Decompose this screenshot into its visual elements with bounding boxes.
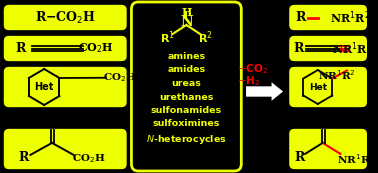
Text: CO$_2$H: CO$_2$H [73, 153, 106, 165]
Text: $-$CO$_2$: $-$CO$_2$ [237, 63, 268, 76]
FancyBboxPatch shape [288, 128, 368, 170]
FancyBboxPatch shape [288, 66, 368, 108]
Text: O: O [318, 116, 328, 127]
Text: R: R [295, 11, 305, 24]
FancyArrow shape [245, 80, 285, 102]
Text: $\it{N}$-heterocycles: $\it{N}$-heterocycles [146, 133, 227, 146]
Text: ureas: ureas [172, 79, 201, 88]
FancyBboxPatch shape [3, 35, 127, 62]
FancyBboxPatch shape [3, 4, 127, 31]
FancyBboxPatch shape [288, 4, 368, 31]
Text: R$\mathbf{-}$CO$_2$H: R$\mathbf{-}$CO$_2$H [35, 10, 96, 26]
Text: NR$^1$R$^2$: NR$^1$R$^2$ [330, 9, 370, 26]
FancyBboxPatch shape [3, 66, 127, 108]
Text: sulfoximines: sulfoximines [153, 120, 220, 129]
Text: N: N [180, 15, 193, 29]
Text: R: R [294, 151, 304, 164]
Text: R: R [19, 151, 29, 164]
Text: NR$^1$R$^2$: NR$^1$R$^2$ [337, 152, 375, 166]
Text: NR$^1$R$^2$: NR$^1$R$^2$ [318, 68, 356, 82]
Text: $-$H$_2$: $-$H$_2$ [237, 75, 261, 88]
Text: urethanes: urethanes [159, 93, 214, 102]
Text: R$^2$: R$^2$ [198, 30, 212, 46]
Text: amides: amides [167, 66, 205, 75]
Text: O: O [48, 116, 57, 127]
Text: amines: amines [167, 52, 205, 61]
Text: H: H [181, 7, 192, 17]
FancyBboxPatch shape [3, 128, 127, 170]
Text: CO$_2$H: CO$_2$H [78, 42, 114, 55]
FancyBboxPatch shape [132, 2, 241, 171]
Text: Het: Het [34, 82, 54, 92]
Text: sulfonamides: sulfonamides [151, 106, 222, 115]
FancyBboxPatch shape [288, 35, 368, 62]
Text: Het: Het [309, 83, 327, 92]
Text: CO$_2$H: CO$_2$H [103, 71, 136, 84]
Text: R: R [15, 42, 26, 55]
Text: NR$^1$R$^2$: NR$^1$R$^2$ [332, 40, 372, 57]
Text: R$^1$: R$^1$ [160, 30, 175, 46]
Text: R: R [293, 42, 304, 55]
